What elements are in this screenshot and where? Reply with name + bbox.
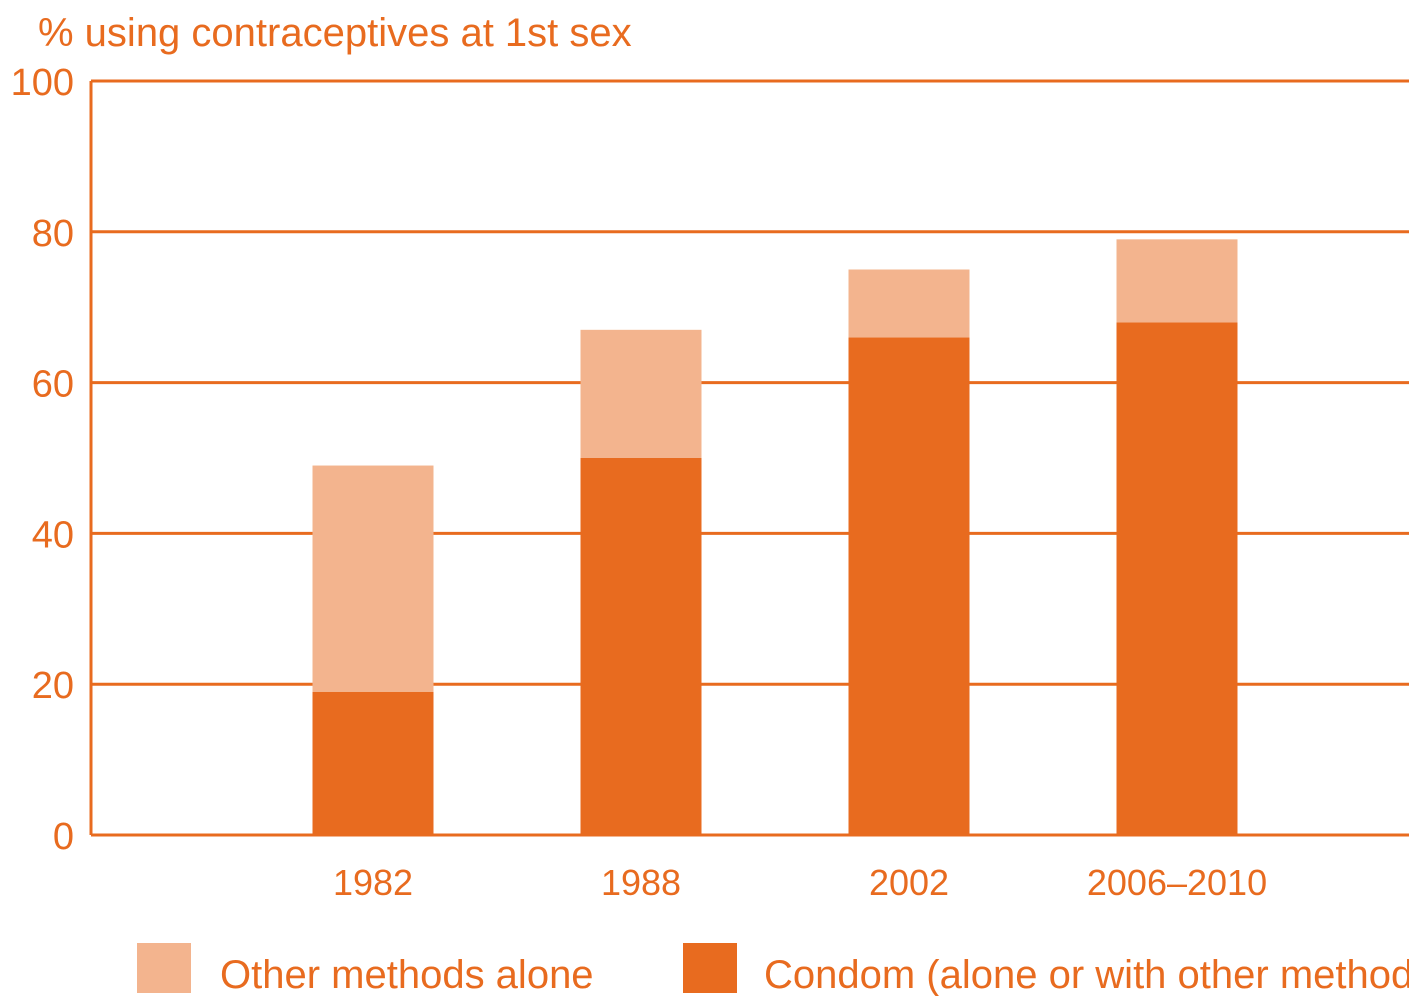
bar-segment [848, 269, 970, 338]
bar-segment [580, 458, 702, 835]
bar-segment [312, 691, 434, 835]
x-tick-label: 2006–2010 [1087, 862, 1267, 903]
legend-swatch [683, 943, 737, 993]
x-tick-label: 1982 [333, 862, 413, 903]
bar-segment [1116, 239, 1238, 323]
y-tick-label: 80 [32, 213, 74, 255]
y-tick-label: 0 [53, 816, 74, 858]
y-tick-label: 40 [32, 514, 74, 556]
x-tick-labels: 1982 1988 2002 2006–2010 [333, 862, 1267, 903]
y-axis-label: % using contraceptives at 1st sex [38, 11, 632, 55]
legend-label: Condom (alone or with other methods) [764, 953, 1409, 996]
bar-segment [312, 465, 434, 692]
gridlines [89, 79, 1409, 837]
bar-segment [848, 337, 970, 835]
x-tick-label: 2002 [869, 862, 949, 903]
legend-swatch [137, 943, 191, 993]
legend-label: Other methods alone [220, 953, 594, 996]
y-tick-labels: 0 20 40 60 80 100 [11, 62, 74, 858]
y-tick-label: 60 [32, 364, 74, 406]
y-tick-label: 100 [11, 62, 74, 104]
x-tick-label: 1988 [601, 862, 681, 903]
bars [312, 239, 1238, 835]
bar-segment [1116, 322, 1238, 835]
bar-segment [580, 329, 702, 458]
legend: Other methods alone Condom (alone or with… [137, 943, 1409, 996]
y-tick-label: 20 [32, 665, 74, 707]
